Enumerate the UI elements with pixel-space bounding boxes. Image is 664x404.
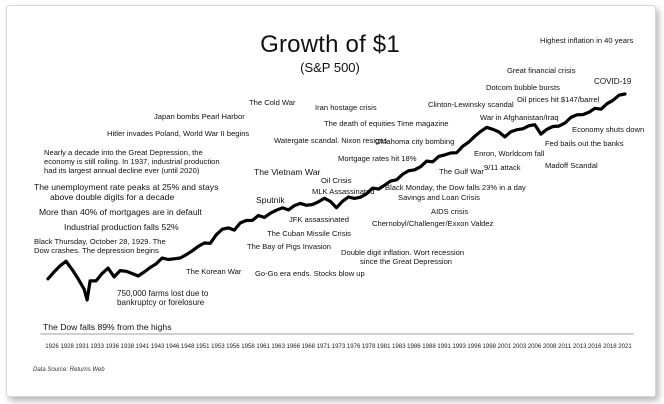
- event-annotation: The unemployment rate peaks at 25% and s…: [34, 182, 218, 192]
- event-annotation: Dotcom bubble bursts: [486, 83, 560, 92]
- x-tick-label: 1971: [317, 343, 331, 350]
- x-tick-label: 1968: [302, 343, 316, 350]
- x-tick-label: 1933: [90, 343, 104, 350]
- event-annotation: Nearly a decade into the Great Depressio…: [44, 148, 203, 157]
- event-annotation: Hitler invades Poland, World War II begi…: [107, 129, 249, 138]
- event-annotation: Economy shuts down: [572, 125, 644, 134]
- x-tick-label: 1988: [422, 343, 436, 350]
- event-annotation: The Korean War: [186, 267, 242, 276]
- x-tick-label: 2006: [528, 343, 542, 350]
- x-tick-label: 1938: [121, 343, 135, 350]
- event-annotation: Great financial crisis: [507, 66, 576, 75]
- event-annotation: JFK assassinated: [289, 215, 349, 224]
- event-annotation: Dow crashes. The depression begins: [34, 246, 159, 255]
- event-annotation: Double digit inflation. Wort recession: [341, 248, 464, 257]
- event-annotation: The Dow falls 89% from the highs: [43, 322, 172, 332]
- x-tick-label: 1973: [332, 343, 346, 350]
- event-annotation: Clinton-Lewinsky scandal: [428, 100, 514, 109]
- event-annotation: Fed bails out the banks: [545, 139, 624, 148]
- x-tick-label: 1951: [196, 343, 210, 350]
- x-tick-label: 1943: [151, 343, 165, 350]
- event-annotation: Black Monday, the Dow falls 23% in a day: [385, 183, 526, 192]
- event-annotation: The Cold War: [249, 98, 296, 107]
- event-annotation: The Vietnam War: [254, 167, 321, 177]
- event-annotation: Black Thursday, October 28, 1929. The: [34, 237, 166, 246]
- series-line-sp500: [46, 92, 627, 302]
- x-tick-label: 1948: [181, 343, 195, 350]
- event-annotation: Highest inflation in 40 years: [540, 36, 633, 45]
- event-annotation: bankruptcy or forelosure: [117, 298, 205, 307]
- x-tick-label: 2003: [513, 343, 527, 350]
- x-tick-label: 1931: [75, 343, 89, 350]
- event-annotation: Savings and Loan Crisis: [398, 193, 480, 202]
- event-annotation: AIDS crisis: [431, 207, 468, 216]
- event-annotation: Mortgage rates hit 18%: [338, 154, 417, 163]
- x-tick-label: 1996: [467, 343, 481, 350]
- event-annotation: Enron, Worldcom fall: [474, 149, 545, 158]
- x-tick-label: 1946: [166, 343, 180, 350]
- event-annotation: Watergate scandal. Nixon resigns: [274, 136, 387, 145]
- x-tick-label: 1976: [347, 343, 361, 350]
- x-tick-label: 2021: [618, 343, 632, 350]
- x-tick-label: 1941: [136, 343, 150, 350]
- x-tick-label: 2001: [498, 343, 512, 350]
- event-annotation: War in Afghanistan/Iraq: [480, 113, 559, 122]
- event-annotation: since the Great Depression: [360, 257, 452, 266]
- x-tick-label: 1953: [211, 343, 225, 350]
- event-annotation: Iran hostage crisis: [315, 103, 377, 112]
- event-annotation: Oil Crisis: [321, 176, 352, 185]
- chart-title: Growth of $1: [260, 31, 400, 58]
- event-annotation: Sputnik: [256, 195, 285, 205]
- x-tick-label: 1958: [241, 343, 255, 350]
- x-tick-label: 2013: [573, 343, 587, 350]
- annotation-layer: Highest inflation in 40 years Great finan…: [34, 36, 644, 332]
- x-tick-label: 1981: [377, 343, 391, 350]
- event-annotation: Go-Go era ends. Stocks blow up: [255, 269, 365, 278]
- x-tick-label: 1978: [362, 343, 376, 350]
- event-annotation: The death of equities Time magazine: [324, 119, 449, 128]
- x-tick-label: 1926: [45, 343, 59, 350]
- x-tick-label: 1956: [226, 343, 240, 350]
- x-tick-label: 1991: [437, 343, 451, 350]
- x-tick-label: 1993: [452, 343, 466, 350]
- x-tick-label: 2008: [543, 343, 557, 350]
- event-annotation: MLK Assassinated: [312, 187, 374, 196]
- x-tick-label: 1966: [287, 343, 301, 350]
- data-source: Data Source: Returns Web: [33, 367, 105, 373]
- event-annotation: The Gulf War: [439, 167, 484, 176]
- x-tick-label: 2011: [558, 343, 572, 350]
- event-annotation: COVID-19: [594, 77, 632, 86]
- x-tick-label: 1936: [106, 343, 120, 350]
- event-annotation: Industrial production falls 52%: [64, 222, 179, 232]
- event-annotation: More than 40% of mortgages are in defaul…: [39, 207, 203, 217]
- x-tick-label: 1983: [392, 343, 406, 350]
- event-annotation: had its largest annual decline ever (unt…: [44, 166, 200, 175]
- event-annotation: The Cuban Missile Crisis: [267, 229, 351, 238]
- x-tick-label: 2018: [603, 343, 617, 350]
- x-tick-label: 1928: [60, 343, 74, 350]
- event-annotation: above double digits for a decade: [50, 192, 174, 202]
- x-tick-label: 1998: [483, 343, 497, 350]
- x-tick-label: 1961: [256, 343, 270, 350]
- event-annotation: Madoff Scandal: [545, 161, 598, 170]
- event-annotation: Chernobyl/Challenger/Exxon Valdez: [372, 219, 494, 228]
- event-annotation: Oklahoma city bombing: [375, 137, 454, 146]
- event-annotation: Japan bombs Pearl Harbor: [154, 112, 245, 121]
- event-annotation: The Bay of Pigs Invasion: [247, 242, 331, 251]
- event-annotation: economy is still roiling. In 1937, indus…: [44, 157, 220, 166]
- event-annotation: Oil prices hit $147/barrel: [517, 95, 600, 104]
- event-annotation: 9/11 attack: [484, 163, 521, 172]
- chart-subtitle: (S&P 500): [300, 60, 360, 75]
- x-axis-ticks: 1926 1928 1931 1933 1936 1938 1941 1943 1946 1948…: [45, 343, 632, 350]
- x-tick-label: 1963: [271, 343, 285, 350]
- event-annotation: 750,000 farms lost due to: [117, 289, 209, 298]
- x-tick-label: 2016: [588, 343, 602, 350]
- x-tick-label: 1986: [407, 343, 421, 350]
